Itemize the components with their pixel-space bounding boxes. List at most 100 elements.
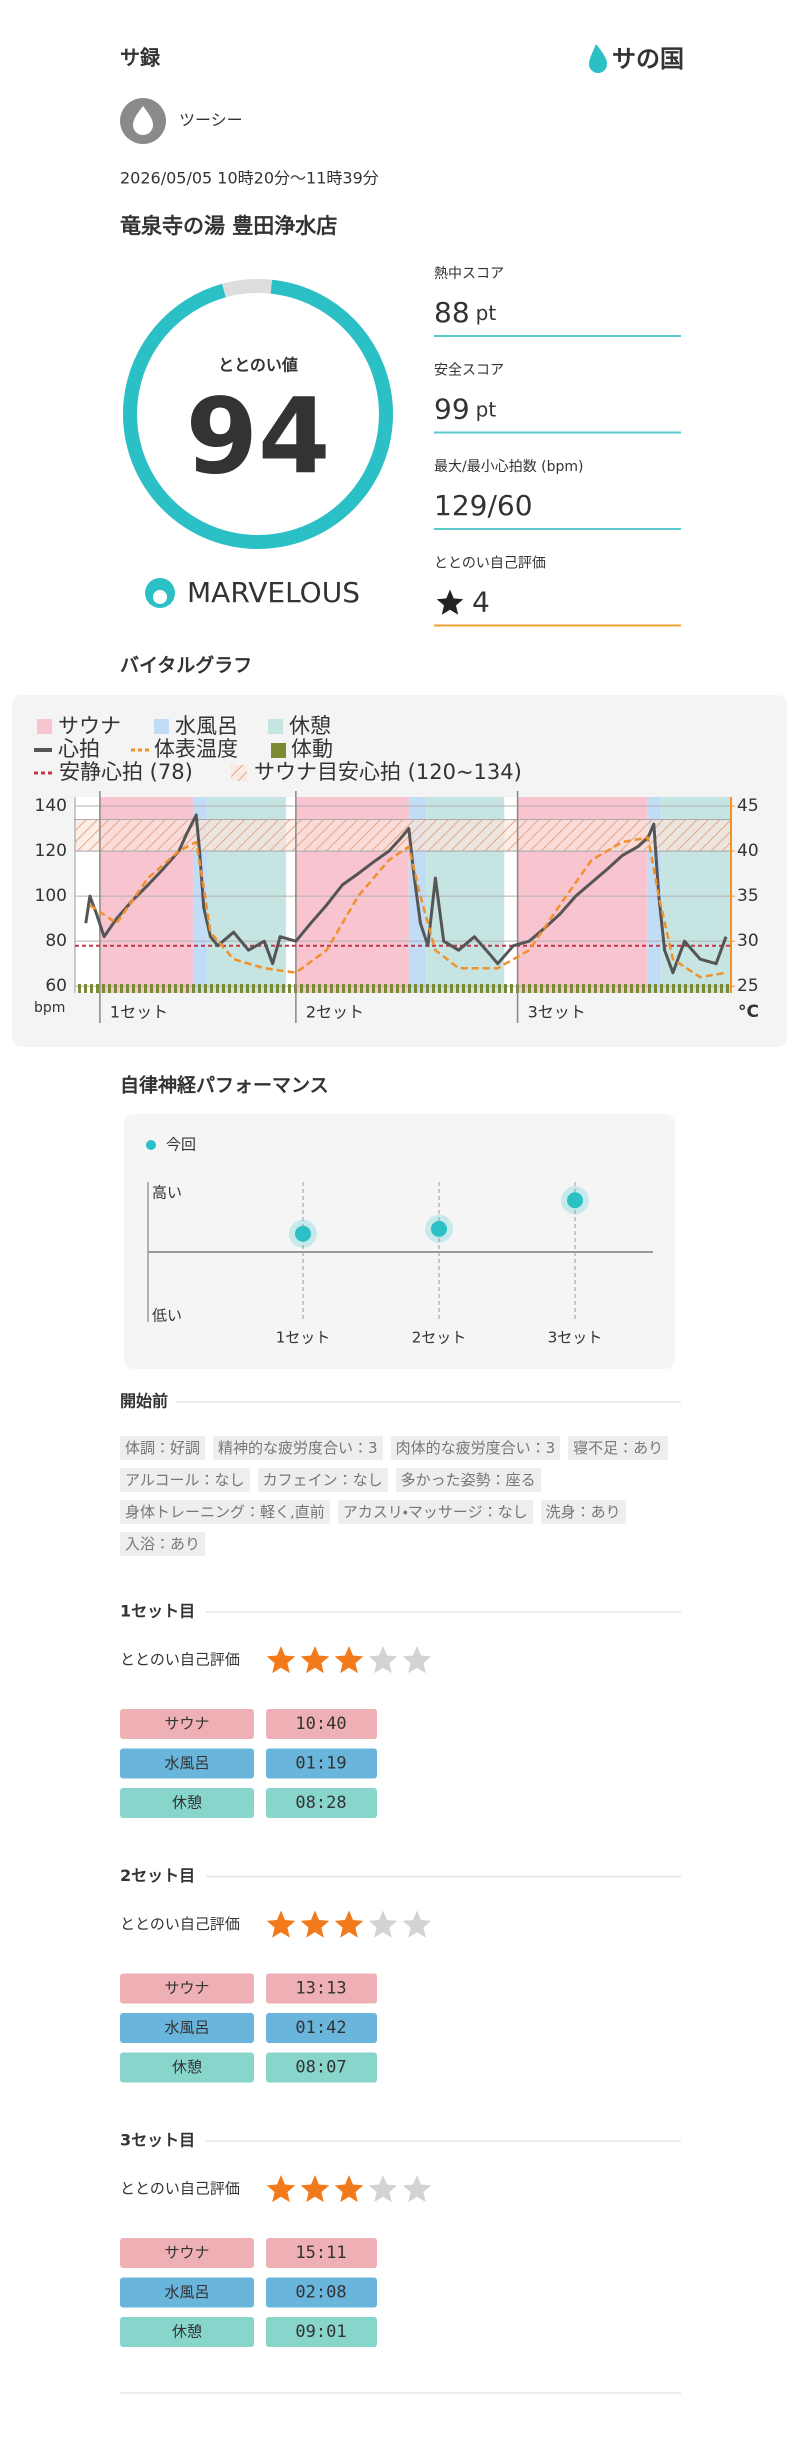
phase-time: 09:01	[295, 2322, 346, 2342]
score-number: 129/60	[434, 489, 533, 522]
set-label: 3セット	[528, 1003, 586, 1022]
star-empty	[402, 2175, 432, 2203]
legend-label: 心拍	[58, 737, 100, 761]
phase-time: 13:13	[295, 1979, 346, 1999]
phase-label-box	[120, 2052, 254, 2083]
legend-label: 安静心拍 (78)	[59, 760, 193, 784]
phase-time-box	[266, 2238, 377, 2268]
legend-label: 体動	[291, 737, 333, 761]
y2-tick-label: 45	[737, 796, 759, 816]
score-label: 熱中スコア	[434, 266, 504, 282]
legend-swatch	[271, 743, 286, 758]
dot	[567, 1192, 583, 1209]
phase-time-box	[266, 1973, 377, 2004]
y-tick-label: 100	[35, 886, 67, 906]
phase-label: 水風呂	[164, 2283, 209, 2301]
legend-swatch	[231, 765, 247, 781]
rating-label: ととのい自己評価	[120, 1915, 240, 1933]
ring-label: ととのい値	[218, 356, 298, 375]
star-empty	[402, 1646, 432, 1674]
set-title: 1セット目	[120, 1602, 195, 1621]
y-tick-label: 低い	[152, 1306, 182, 1324]
phase-label-box	[120, 2013, 254, 2043]
y-tick-label: 140	[35, 796, 67, 816]
phase-label: サウナ	[164, 1715, 209, 1733]
legend-swatch	[268, 719, 283, 734]
phase-label: 休憩	[172, 1794, 202, 1812]
tag: アカスリ・マッサージ：なし	[337, 1500, 533, 1524]
star-filled	[300, 1646, 330, 1674]
x-tick-label: 3セット	[548, 1329, 603, 1347]
score-unit: pt	[476, 301, 497, 325]
phase-time: 02:08	[295, 2283, 346, 2303]
set-label: 1セット	[110, 1003, 168, 1022]
y2-tick-label: 25	[737, 976, 759, 996]
star-filled	[334, 2175, 364, 2203]
legend-label: サウナ目安心拍 (120~134)	[254, 760, 522, 784]
phase-label: サウナ	[164, 1979, 209, 1997]
phase-label: 休憩	[172, 2058, 202, 2076]
section-title: バイタルグラフ	[120, 654, 252, 677]
score-number: 4	[472, 586, 490, 619]
set-title: 3セット目	[120, 2131, 195, 2150]
phase-label-box	[120, 1709, 254, 1739]
phase-label: 休憩	[172, 2323, 202, 2341]
avatar-icon	[133, 106, 153, 135]
tag: 寝不足：あり	[568, 1436, 669, 1460]
star-icon	[436, 589, 464, 615]
app-title: サ録	[120, 46, 161, 70]
legend-label: 休憩	[289, 714, 331, 738]
score-number: 88	[434, 296, 470, 329]
star-empty	[368, 1910, 398, 1938]
star-filled	[300, 1910, 330, 1938]
score-value: 4	[472, 586, 490, 619]
session-datetime: 2026/05/05 10時20分〜11時39分	[120, 169, 379, 188]
phase-time: 01:19	[295, 1754, 346, 1774]
tag: カフェイン：なし	[257, 1468, 388, 1492]
logo: サの国	[612, 45, 684, 73]
rating-label: ととのい自己評価	[120, 1651, 240, 1669]
star-empty	[368, 1646, 398, 1674]
phase-label-box	[120, 2238, 254, 2268]
phase-time-box	[266, 2317, 377, 2347]
rating-label: ととのい自己評価	[120, 2180, 240, 2198]
score-number: 99	[434, 393, 470, 426]
star-filled	[334, 1910, 364, 1938]
section-title: 自律神経パフォーマンス	[120, 1074, 329, 1097]
tag: 肉体的な疲労度合い：3	[390, 1436, 561, 1460]
phase-label: 水風呂	[164, 1754, 209, 1772]
y-tick-label: 高い	[152, 1184, 182, 1202]
legend-label: 水風呂	[175, 714, 238, 738]
y2-axis-label: °C	[738, 1002, 759, 1022]
tag: 多かった姿勢：座る	[395, 1468, 541, 1492]
phase-time-box	[266, 2052, 377, 2083]
tag: 入浴：あり	[120, 1532, 206, 1556]
legend-label: サウナ	[58, 714, 121, 738]
phase-time: 08:28	[295, 1793, 346, 1813]
ring-value	[123, 278, 393, 549]
y-tick-label: 120	[35, 841, 67, 861]
phase-time: 15:11	[295, 2243, 346, 2263]
movement-strip	[75, 984, 731, 993]
tag: アルコール：なし	[120, 1468, 250, 1492]
y2-tick-label: 35	[737, 886, 759, 906]
x-tick-label: 1セット	[276, 1329, 331, 1347]
chart-card	[124, 1114, 675, 1369]
phase-time-box	[266, 2013, 377, 2043]
phase-time-box	[266, 1748, 377, 1779]
score-value: 99 pt	[434, 393, 496, 426]
venue: 竜泉寺の湯 豊田浄水店	[120, 214, 337, 238]
star-empty	[368, 2175, 398, 2203]
score-value: 129/60	[434, 489, 533, 522]
phase-label-box	[120, 1973, 254, 2004]
rank: MARVELOUS	[187, 576, 360, 609]
y-axis-label: bpm	[34, 1000, 65, 1016]
legend-dot	[146, 1140, 156, 1150]
tag: 洗身：あり	[540, 1500, 626, 1524]
tag: 身体トレーニング：軽く,直前	[120, 1500, 330, 1524]
tag: 体調：好調	[120, 1436, 206, 1460]
logo-icon	[589, 44, 607, 73]
phase-time: 01:42	[295, 2018, 346, 2038]
